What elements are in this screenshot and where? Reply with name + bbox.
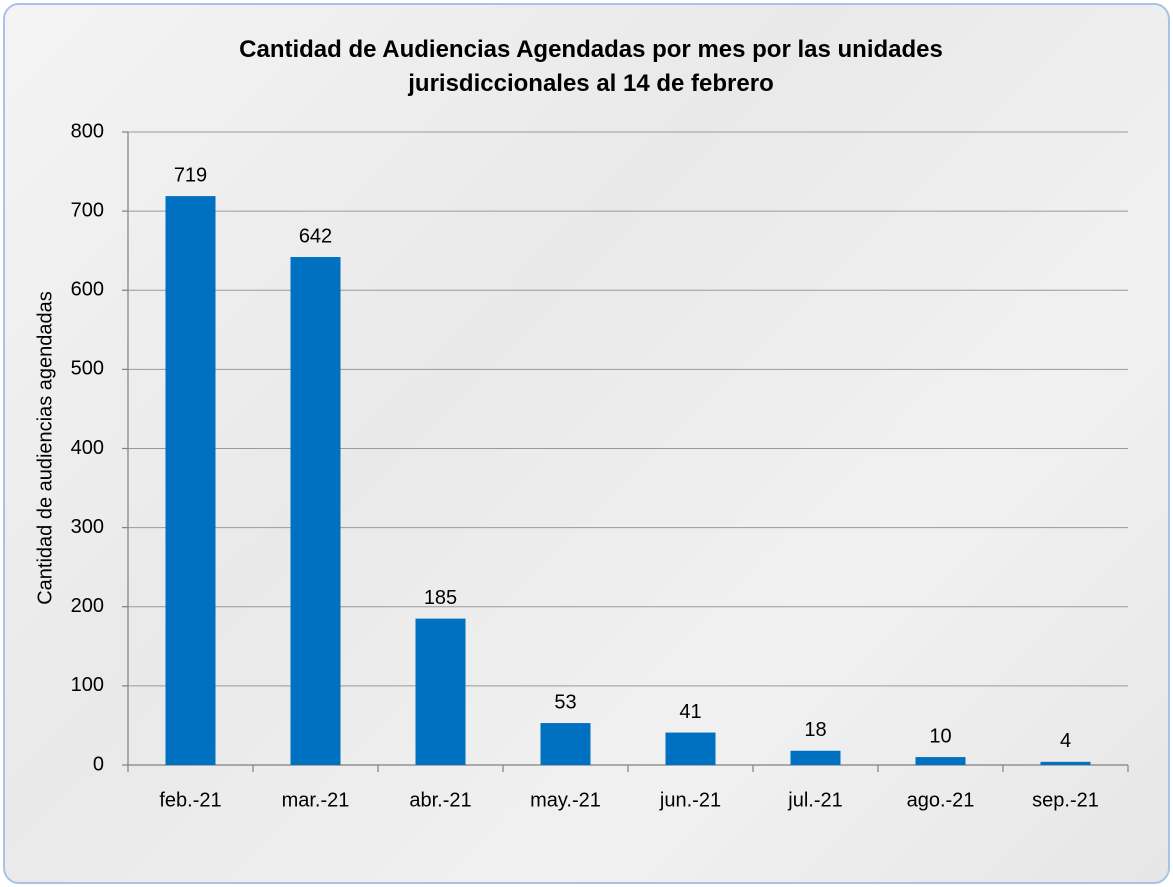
bar [1040, 761, 1091, 765]
data-label: 53 [554, 691, 576, 713]
x-tick-label: feb.-21 [159, 789, 221, 811]
x-tick-label: jul.-21 [787, 789, 842, 811]
x-tick-label: mar.-21 [282, 789, 350, 811]
y-tick-label: 800 [71, 120, 104, 142]
y-axis-label: Cantidad de audiencias agendadas [34, 291, 56, 605]
x-tick-label: abr.-21 [409, 789, 471, 811]
bar [915, 757, 966, 765]
data-label: 719 [174, 164, 207, 186]
bar [415, 618, 466, 765]
data-label: 10 [929, 725, 951, 747]
data-label: 18 [804, 719, 826, 741]
data-label: 41 [679, 701, 701, 723]
bar [540, 723, 591, 765]
x-tick-label: may.-21 [530, 789, 601, 811]
x-tick-label: sep.-21 [1032, 789, 1099, 811]
bar [790, 750, 841, 765]
bar [290, 257, 341, 765]
y-tick-label: 600 [71, 279, 104, 301]
x-tick-label: jun.-21 [659, 789, 721, 811]
y-tick-label: 700 [71, 199, 104, 221]
y-tick-label: 200 [71, 595, 104, 617]
bar [665, 732, 716, 765]
data-label: 185 [424, 587, 457, 609]
data-label: 642 [299, 225, 332, 247]
y-tick-label: 300 [71, 516, 104, 538]
y-tick-label: 500 [71, 358, 104, 380]
y-tick-label: 0 [93, 753, 104, 775]
data-label: 4 [1060, 730, 1071, 752]
chart-title: Cantidad de Audiencias Agendadas por mes… [239, 36, 943, 97]
x-tick-label: ago.-21 [907, 789, 975, 811]
y-tick-label: 100 [71, 674, 104, 696]
bar [165, 196, 216, 765]
y-tick-label: 400 [71, 437, 104, 459]
